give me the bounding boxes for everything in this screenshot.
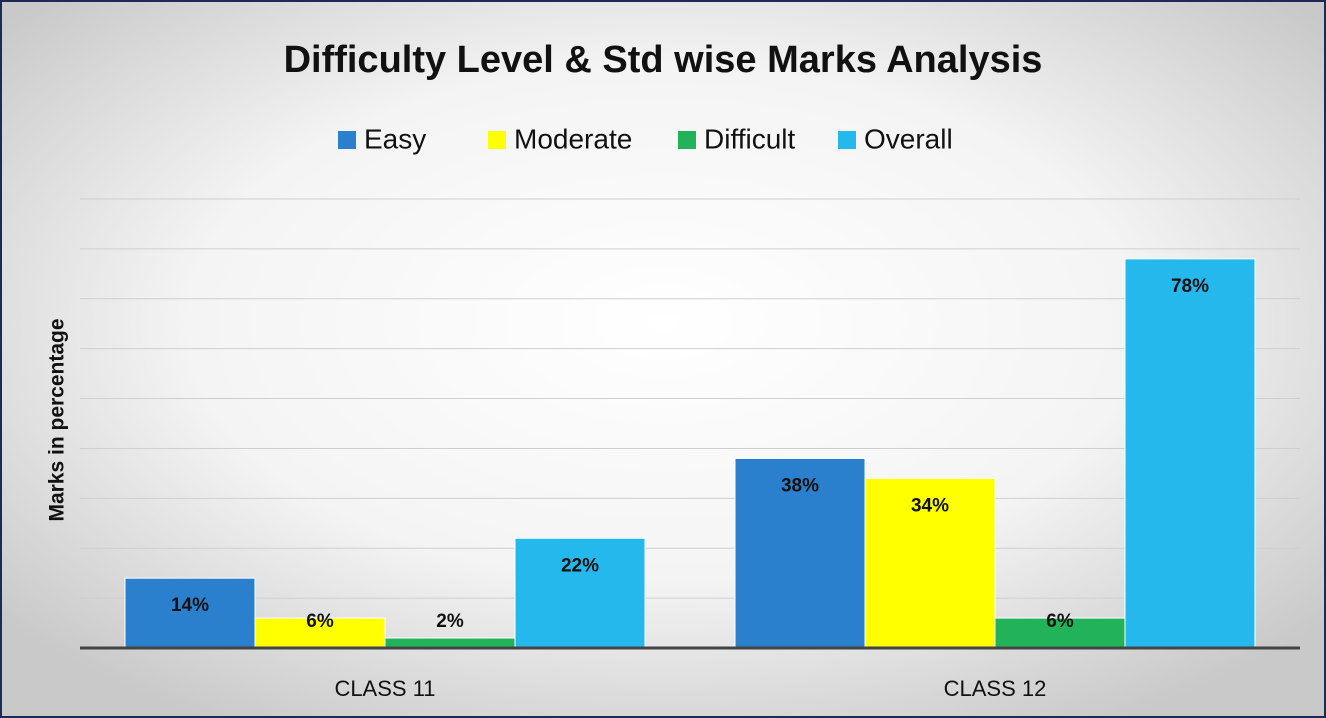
legend-swatch bbox=[678, 131, 696, 149]
bar bbox=[734, 457, 866, 649]
legend-swatch bbox=[338, 131, 356, 149]
bar bbox=[514, 537, 646, 649]
data-label: 22% bbox=[561, 555, 599, 576]
y-axis-label: Marks in percentage bbox=[46, 318, 69, 521]
bar bbox=[864, 477, 996, 649]
data-label: 78% bbox=[1171, 276, 1209, 297]
bar bbox=[254, 617, 386, 649]
x-tick-label: CLASS 11 bbox=[334, 676, 435, 701]
legend-label: Difficult bbox=[704, 123, 796, 154]
data-label: 6% bbox=[1046, 611, 1074, 632]
legend-swatch bbox=[838, 131, 856, 149]
data-label: 14% bbox=[171, 595, 209, 616]
bar bbox=[1124, 258, 1256, 649]
data-label: 6% bbox=[306, 611, 334, 632]
data-label: 38% bbox=[781, 475, 819, 496]
legend-swatch bbox=[488, 131, 506, 149]
legend-label: Overall bbox=[864, 123, 953, 154]
data-label: 2% bbox=[436, 611, 464, 632]
x-tick-label: CLASS 12 bbox=[944, 676, 1047, 701]
legend-label: Moderate bbox=[514, 123, 632, 154]
bar bbox=[994, 617, 1126, 649]
legend: Easy Moderate Difficult Overall bbox=[338, 123, 953, 154]
legend-label: Easy bbox=[364, 123, 426, 154]
data-label: 34% bbox=[911, 495, 949, 516]
chart-title: Difficulty Level & Std wise Marks Analys… bbox=[284, 39, 1043, 81]
bar bbox=[124, 577, 256, 649]
